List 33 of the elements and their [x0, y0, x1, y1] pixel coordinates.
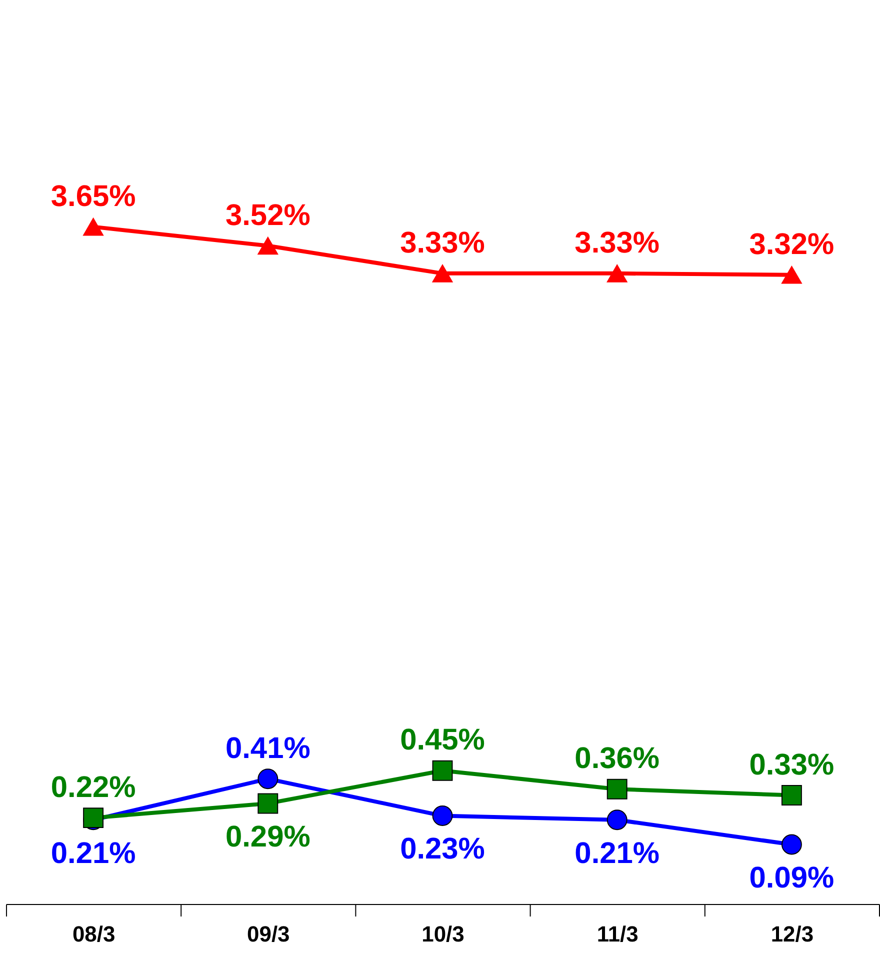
- data-label: 3.33%: [400, 226, 485, 260]
- x-tick-label: 08/3: [72, 921, 116, 946]
- x-tick-label: 12/3: [770, 921, 814, 946]
- data-label: 0.33%: [749, 748, 834, 782]
- data-label: 0.41%: [225, 732, 310, 765]
- data-label: 0.36%: [574, 742, 660, 776]
- data-label: 0.29%: [225, 820, 310, 854]
- data-label: 0.45%: [400, 724, 485, 757]
- data-label: 0.09%: [749, 861, 834, 894]
- x-tick-label: 10/3: [422, 921, 464, 946]
- point: [781, 266, 802, 284]
- point: [258, 793, 278, 814]
- data-label: 0.23%: [400, 832, 485, 866]
- point: [606, 264, 628, 282]
- data-label: 3.52%: [225, 198, 310, 232]
- point: [258, 768, 278, 790]
- data-label: 3.65%: [50, 180, 136, 213]
- point: [606, 778, 628, 800]
- x-tick-label: 09/3: [247, 921, 290, 946]
- point: [781, 785, 802, 806]
- point: [606, 810, 628, 830]
- point: [432, 760, 453, 781]
- point: [258, 236, 278, 255]
- data-label: 0.22%: [50, 770, 136, 804]
- data-label: 0.21%: [574, 836, 660, 870]
- data-label: 3.33%: [574, 226, 660, 260]
- point: [432, 806, 453, 826]
- point: [83, 218, 104, 236]
- point: [432, 264, 453, 282]
- point: [781, 834, 802, 855]
- x-tick-label: 11/3: [596, 921, 638, 946]
- data-label: 0.21%: [50, 836, 136, 870]
- data-label: 3.32%: [749, 228, 834, 261]
